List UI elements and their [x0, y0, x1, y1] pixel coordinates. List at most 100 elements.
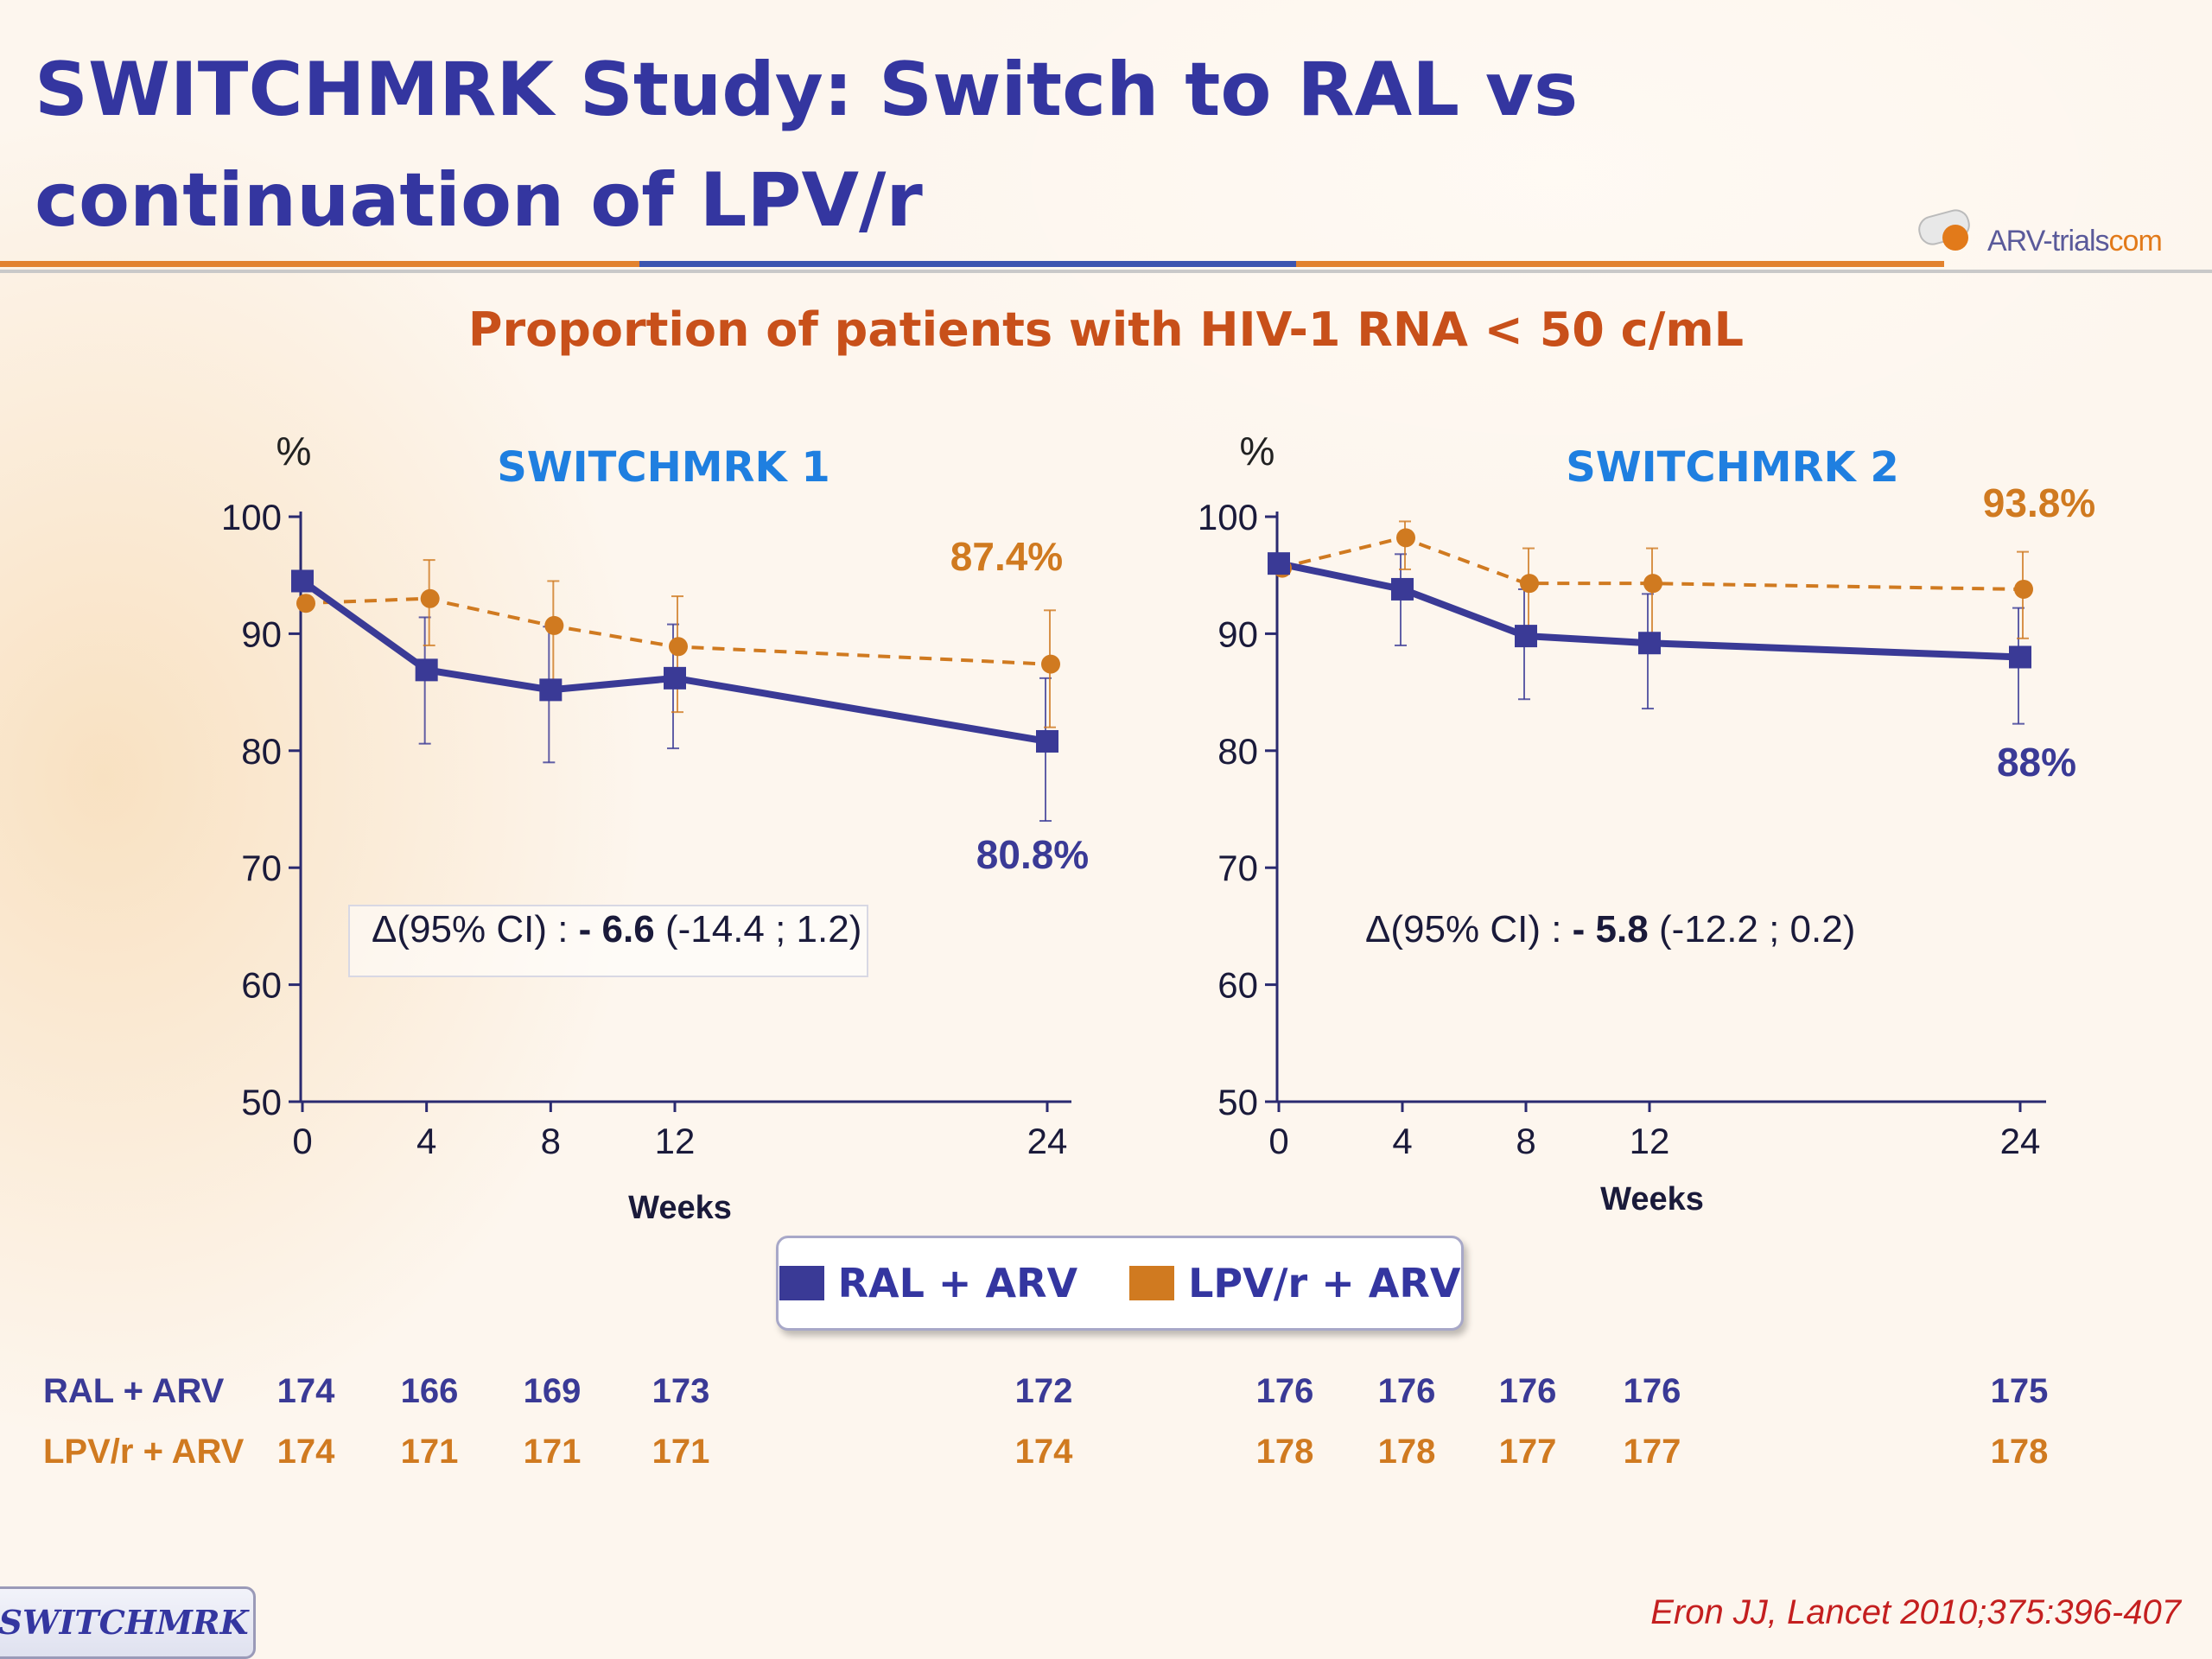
- ral-point: [539, 678, 563, 702]
- y-axis-label: %: [276, 429, 312, 474]
- title-rule-blue: [639, 261, 1296, 267]
- n-cell: 177: [1498, 1433, 1557, 1471]
- ral-end-label: 88%: [1997, 740, 2076, 785]
- y-tick-label: 90: [1217, 613, 1258, 654]
- ci-annotation: Δ(95% CI) : - 5.8 (-12.2 ; 0.2): [1365, 908, 1855, 950]
- n-cell: 173: [652, 1372, 710, 1410]
- x-tick-label: 4: [1392, 1121, 1412, 1161]
- x-tick-label: 12: [1630, 1121, 1670, 1161]
- study-tag: SWITCHMRK: [0, 1586, 256, 1659]
- x-tick-label: 8: [541, 1121, 561, 1161]
- lpv-point: [669, 637, 688, 657]
- n-cell: 175: [1990, 1372, 2049, 1410]
- n-row-lpv: LPV/r + ARV 174 171 171 171 174 178 178 …: [0, 1433, 2212, 1484]
- ral-point: [1515, 625, 1537, 648]
- ci-prefix: Δ(95% CI) :: [1365, 908, 1573, 950]
- legend: RAL + ARV LPV/r + ARV: [776, 1236, 1464, 1331]
- n-row-ral: RAL + ARV 174 166 169 173 172 176 176 17…: [0, 1372, 2212, 1424]
- n-cell: 169: [523, 1372, 582, 1410]
- n-cell: 176: [1623, 1372, 1681, 1410]
- n-cell: 171: [400, 1433, 459, 1471]
- ral-point: [1391, 577, 1414, 601]
- chart-subtitle: Proportion of patients with HIV-1 RNA < …: [467, 302, 1745, 357]
- y-tick-label: 70: [241, 848, 282, 888]
- x-axis-label: Weeks: [1600, 1181, 1704, 1217]
- ci-difference: - 5.8: [1573, 908, 1649, 950]
- y-tick-label: 90: [241, 613, 282, 654]
- y-tick-label: 50: [1217, 1082, 1258, 1122]
- x-tick-label: 0: [1268, 1121, 1288, 1161]
- ral-point: [2009, 645, 2031, 669]
- lpv-point: [1520, 574, 1539, 594]
- y-tick-label: 100: [1198, 497, 1258, 537]
- n-cell: 176: [1377, 1372, 1436, 1410]
- lpv-point: [1396, 528, 1415, 548]
- lpv-point: [544, 615, 564, 635]
- legend-label-lpv: LPV/r + ARV: [1188, 1260, 1461, 1306]
- ci-annotation: Δ(95% CI) : - 6.6 (-14.4 ; 1.2): [372, 908, 861, 950]
- x-tick-label: 0: [292, 1121, 312, 1161]
- ral-point: [415, 658, 438, 682]
- y-tick-label: 50: [241, 1082, 282, 1122]
- n-cell: 178: [1377, 1433, 1436, 1471]
- n-row-label-lpv: LPV/r + ARV: [43, 1433, 245, 1471]
- n-cell: 171: [523, 1433, 582, 1471]
- x-tick-label: 12: [655, 1121, 696, 1161]
- n-cell: 171: [652, 1433, 710, 1471]
- lpv-point: [296, 594, 315, 613]
- x-axis-label: Weeks: [628, 1190, 732, 1226]
- lpv-point: [2014, 579, 2033, 599]
- ral-point: [291, 569, 314, 593]
- logo-dot-icon: [1942, 225, 1968, 251]
- y-axis-label: %: [1240, 429, 1275, 474]
- y-tick-label: 60: [1217, 965, 1258, 1006]
- title-rule-gray: [0, 270, 2212, 273]
- lpv-point: [1643, 574, 1662, 594]
- ci-interval: (-12.2 ; 0.2): [1649, 908, 1856, 950]
- n-cell: 176: [1498, 1372, 1557, 1410]
- x-tick-label: 24: [1027, 1121, 1068, 1161]
- y-tick-label: 80: [1217, 731, 1258, 772]
- ci-interval: (-14.4 ; 1.2): [655, 908, 862, 950]
- lpv-end-label: 93.8%: [1983, 480, 2095, 525]
- lpv-point: [420, 588, 440, 608]
- lpv-point: [1041, 654, 1060, 674]
- n-cell: 176: [1255, 1372, 1314, 1410]
- arv-trials-logo: ARV-trialscom: [1910, 206, 2195, 276]
- ral-point: [1638, 632, 1661, 655]
- citation: Eron JJ, Lancet 2010;375:396-407: [1650, 1593, 2181, 1631]
- x-tick-label: 8: [1516, 1121, 1535, 1161]
- n-cell: 174: [1014, 1433, 1073, 1471]
- legend-label-ral: RAL + ARV: [837, 1260, 1078, 1306]
- annotation-box: [348, 905, 868, 977]
- n-cell: 174: [276, 1372, 335, 1410]
- x-tick-label: 4: [416, 1121, 436, 1161]
- ral-series-line: [300, 578, 1048, 745]
- ci-difference: - 6.6: [579, 908, 655, 950]
- n-cell: 166: [400, 1372, 459, 1410]
- logo-text: ARV-trialscom: [1987, 225, 2163, 257]
- ci-prefix: Δ(95% CI) :: [372, 908, 579, 950]
- legend-item-ral: RAL + ARV: [779, 1260, 1078, 1306]
- n-cell: 177: [1623, 1433, 1681, 1471]
- y-tick-label: 70: [1217, 848, 1258, 888]
- n-cell: 174: [276, 1433, 335, 1471]
- legend-swatch-ral: [779, 1266, 824, 1300]
- n-row-label-ral: RAL + ARV: [43, 1372, 225, 1410]
- legend-swatch-lpv: [1129, 1266, 1175, 1300]
- y-tick-label: 100: [221, 497, 282, 537]
- legend-item-lpv: LPV/r + ARV: [1129, 1260, 1460, 1306]
- ral-point: [664, 666, 686, 690]
- n-at-risk-table: RAL + ARV 174 166 169 173 172 176 176 17…: [0, 1365, 2212, 1495]
- n-cell: 178: [1255, 1433, 1314, 1471]
- x-tick-label: 24: [2000, 1121, 2041, 1161]
- ral-point: [1268, 552, 1290, 575]
- panel-title: SWITCHMRK 1: [497, 443, 830, 492]
- ral-end-label: 80.8%: [976, 832, 1089, 877]
- n-cell: 178: [1990, 1433, 2049, 1471]
- slide-title: SWITCHMRK Study: Switch to RAL vs contin…: [35, 47, 1579, 244]
- ral-point: [1036, 729, 1058, 753]
- panel-title: SWITCHMRK 2: [1566, 443, 1899, 492]
